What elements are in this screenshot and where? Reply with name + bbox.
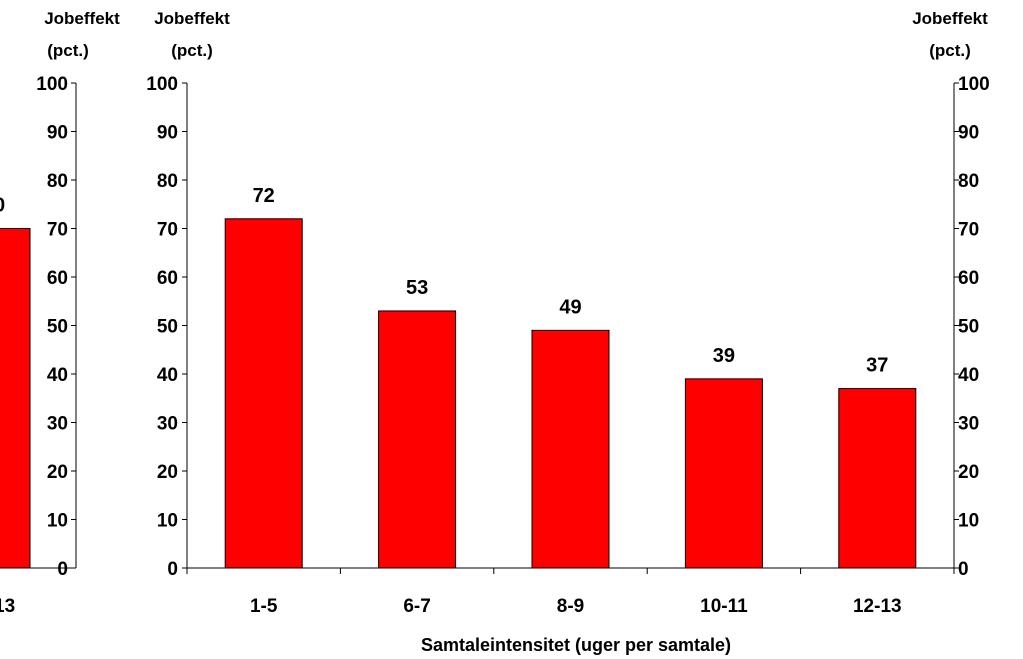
right-y-axis-title-line1: Jobeffekt — [912, 9, 988, 28]
main-y-tick-label: 10 — [157, 511, 178, 532]
left-panel-y-tick-label: 0 — [57, 559, 68, 580]
category-label-12-13: 12-13 — [853, 596, 902, 617]
data-label-10-11: 39 — [713, 345, 735, 367]
main-y-tick-label: 0 — [167, 559, 178, 580]
right-y-tick-label: 30 — [958, 414, 979, 435]
main-y-tick-label: 20 — [157, 462, 178, 483]
category-label-1-5: 1-5 — [250, 596, 278, 617]
data-label-8-9: 49 — [559, 296, 581, 318]
left-panel-y-tick-label: 30 — [47, 414, 68, 435]
left-panel-y-tick-label: 100 — [36, 74, 68, 95]
right-y-tick-label: 90 — [958, 123, 979, 144]
main-y-tick-label: 40 — [157, 365, 178, 386]
axes-group — [0, 83, 955, 569]
right-y-tick-label: 80 — [958, 171, 979, 192]
data-label-6-7: 53 — [406, 277, 428, 299]
category-label-6-7: 6-7 — [403, 596, 430, 617]
right-y-tick-label: 10 — [958, 511, 979, 532]
left-panel-y-axis-title-line1: Jobeffekt — [44, 9, 120, 28]
labels-group: 72 1-5 53 6-7 49 8-9 39 10-11 37 12-13 0 13 — [0, 185, 902, 617]
main-y-tick-label: 80 — [157, 171, 178, 192]
right-y-tick-label: 50 — [958, 317, 979, 338]
left-panel-y-tick-label: 20 — [47, 462, 68, 483]
right-y-tick-label: 20 — [958, 462, 979, 483]
left-panel-y-tick-label: 60 — [47, 268, 68, 289]
main-y-tick-label: 50 — [157, 317, 178, 338]
data-label-12-13: 37 — [866, 355, 888, 377]
left-panel-y-tick-label: 10 — [47, 511, 68, 532]
left-panel-bar — [0, 228, 31, 569]
left-panel-y-tick-label: 50 — [47, 317, 68, 338]
main-y-axis-title-line1: Jobeffekt — [154, 9, 230, 28]
main-y-axis-title-line2: (pct.) — [171, 41, 213, 60]
left-panel-y-tick-label: 70 — [47, 220, 68, 241]
main-y-tick-label: 90 — [157, 123, 178, 144]
right-y-tick-label: 70 — [958, 220, 979, 241]
bars-group — [0, 218, 917, 569]
main-y-tick-label: 100 — [146, 74, 178, 95]
right-y-tick-label: 40 — [958, 365, 979, 386]
bar-10-11 — [684, 378, 763, 569]
left-panel-y-tick-label: 80 — [47, 171, 68, 192]
category-label-10-11: 10-11 — [700, 596, 748, 617]
bar-6-7 — [378, 310, 457, 569]
right-y-tick-label: 60 — [958, 268, 979, 289]
right-y-tick-label: 0 — [958, 559, 969, 580]
category-label-8-9: 8-9 — [557, 596, 584, 617]
bar-12-13 — [838, 388, 917, 569]
left-panel-category-label: 13 — [0, 596, 15, 617]
main-y-tick-label: 30 — [157, 414, 178, 435]
left-panel-data-label: 0 — [0, 195, 5, 217]
main-y-tick-label: 70 — [157, 220, 178, 241]
bar-1-5 — [224, 218, 303, 569]
tick-group: 0 0 0 10 10 10 20 20 20 30 30 30 40 40 40 50 50 50 60 60 60 7… — [36, 74, 989, 580]
left-panel-y-tick-label: 90 — [47, 123, 68, 144]
left-panel-y-tick-label: 40 — [47, 365, 68, 386]
data-label-1-5: 72 — [253, 185, 275, 207]
left-panel-y-axis-title-line2: (pct.) — [47, 41, 89, 60]
right-y-tick-label: 100 — [958, 74, 990, 95]
right-y-axis-title-line2: (pct.) — [929, 41, 971, 60]
bar-8-9 — [531, 329, 610, 569]
main-y-tick-label: 60 — [157, 268, 178, 289]
x-axis-title: Samtaleintensitet (uger per samtale) — [421, 635, 731, 655]
